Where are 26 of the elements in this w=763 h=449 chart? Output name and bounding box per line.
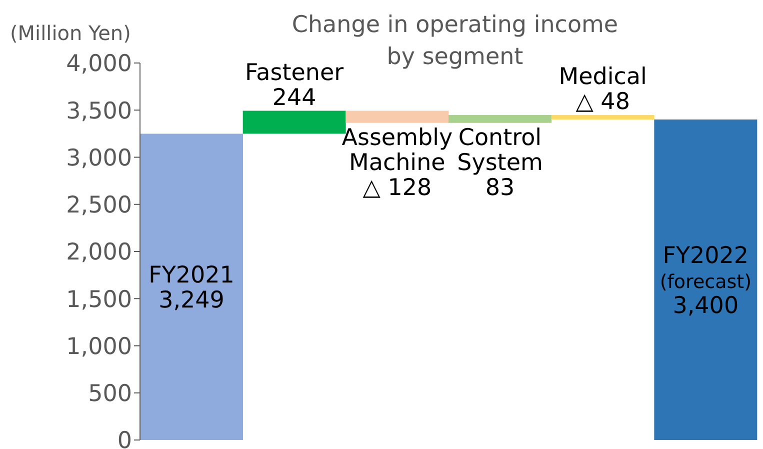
y-tick-label: 500 (88, 381, 132, 408)
data-label: △ 48 (576, 89, 630, 116)
bar (551, 115, 654, 120)
y-tick-label: 3,500 (66, 98, 132, 124)
y-tick-label: 0 (117, 428, 132, 449)
x-tick-label: Assembly Machine (342, 124, 453, 176)
y-tick-label: 2,500 (66, 192, 132, 219)
y-tick-label: 1,500 (66, 286, 132, 313)
y-axis-title: (Million Yen) (10, 21, 131, 45)
x-tick-label: FY2022 (forecast) (660, 242, 752, 293)
data-label: 244 (272, 84, 316, 111)
y-tick-label: 2,000 (66, 240, 132, 266)
data-label: △ 128 (362, 174, 432, 201)
y-tick-label: 3,000 (66, 145, 132, 172)
x-tick-label: Medical (558, 64, 647, 90)
x-tick-label: FY2021 (148, 262, 234, 288)
bar (140, 134, 243, 440)
bar (654, 120, 758, 440)
data-label: 3,249 (158, 287, 224, 314)
data-label: 3,400 (672, 292, 739, 319)
x-tick-label: Control System (457, 124, 543, 176)
bar (448, 115, 552, 123)
bar (346, 110, 449, 123)
y-tick-label: 1,000 (66, 334, 132, 360)
data-label: 83 (485, 174, 515, 201)
y-tick-label: 4,000 (66, 51, 132, 78)
